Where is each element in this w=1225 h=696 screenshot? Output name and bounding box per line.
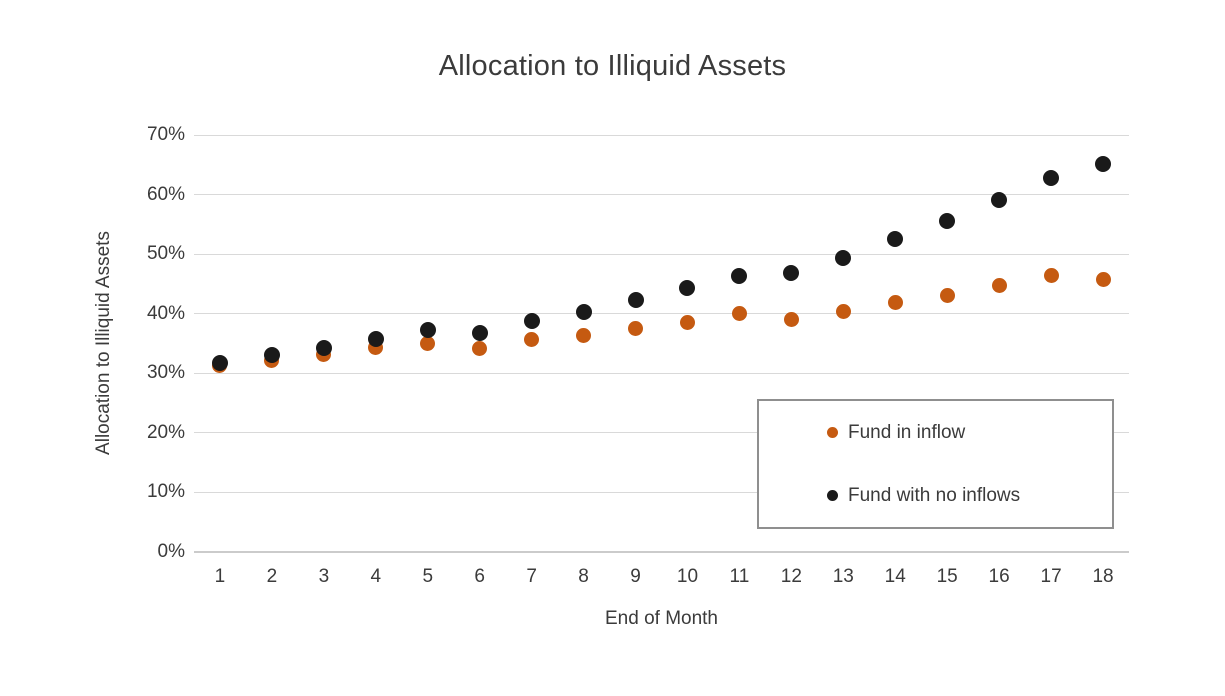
data-point-fund-with-no-inflows — [783, 265, 800, 282]
x-axis-line — [194, 551, 1129, 553]
data-point-fund-with-no-inflows — [835, 249, 852, 266]
data-point-fund-in-inflow — [939, 287, 955, 303]
data-point-fund-in-inflow — [991, 277, 1007, 293]
x-tick-label: 7 — [526, 566, 537, 587]
legend-label-fund-in-inflow: Fund in inflow — [848, 421, 966, 443]
x-tick-label: 1 — [214, 566, 226, 587]
data-point-fund-in-inflow — [731, 306, 747, 322]
x-axis-title: End of Month — [604, 608, 719, 629]
x-tick-label: 11 — [729, 566, 750, 587]
data-point-fund-with-no-inflows — [315, 339, 332, 356]
y-tick-label: 30% — [146, 362, 185, 384]
gridline — [194, 432, 1129, 434]
gridline — [194, 194, 1129, 196]
data-point-fund-with-no-inflows — [679, 279, 696, 296]
y-tick-label: 20% — [146, 421, 185, 443]
x-tick-label: 13 — [832, 566, 854, 587]
data-point-fund-with-no-inflows — [263, 346, 280, 363]
x-tick-label: 17 — [1040, 566, 1062, 587]
data-point-fund-in-inflow — [524, 332, 540, 348]
data-point-fund-with-no-inflows — [575, 303, 592, 320]
legend-label-fund-no-inflows: Fund with no inflows — [848, 484, 1021, 506]
y-tick-label: 70% — [146, 124, 185, 145]
data-point-fund-in-inflow — [679, 314, 695, 330]
data-point-fund-with-no-inflows — [367, 330, 384, 347]
data-point-fund-in-inflow — [887, 294, 903, 310]
legend-marker-black-icon — [827, 490, 838, 501]
data-point-fund-with-no-inflows — [991, 191, 1008, 208]
data-point-fund-with-no-inflows — [211, 354, 228, 371]
data-point-fund-in-inflow — [783, 311, 799, 327]
y-tick-label: 40% — [146, 302, 185, 324]
x-tick-label: 14 — [884, 566, 906, 587]
x-tick-label: 18 — [1092, 566, 1114, 587]
data-point-fund-in-inflow — [835, 304, 851, 320]
data-point-fund-with-no-inflows — [419, 321, 436, 338]
x-tick-label: 12 — [780, 566, 802, 587]
gridline — [194, 253, 1129, 255]
x-tick-label: 9 — [630, 566, 641, 587]
data-point-fund-with-no-inflows — [731, 268, 748, 285]
data-point-fund-in-inflow — [1043, 268, 1059, 284]
x-tick-label: 6 — [474, 566, 485, 587]
x-tick-label: 16 — [988, 566, 1010, 587]
x-tick-label: 10 — [676, 566, 699, 587]
legend-marker-orange-icon — [827, 427, 838, 438]
data-point-fund-in-inflow — [628, 320, 644, 336]
y-tick-label: 0% — [157, 541, 185, 562]
data-point-fund-in-inflow — [1095, 271, 1111, 287]
gridline — [194, 313, 1129, 315]
chart-title: Allocation to Illiquid Assets — [438, 50, 787, 82]
legend-item-fund-no-inflows: Fund with no inflows — [759, 464, 1112, 527]
gridline — [194, 372, 1129, 374]
x-tick-label: 3 — [318, 566, 330, 587]
data-point-fund-in-inflow — [420, 336, 436, 351]
x-tick-label: 8 — [578, 566, 589, 587]
data-point-fund-with-no-inflows — [939, 212, 956, 229]
data-point-fund-with-no-inflows — [523, 313, 540, 330]
data-point-fund-with-no-inflows — [627, 292, 644, 308]
legend-item-fund-in-inflow: Fund in inflow — [759, 401, 1112, 464]
y-tick-label: 10% — [146, 481, 185, 503]
y-tick-label: 60% — [146, 183, 185, 205]
data-point-fund-in-inflow — [472, 340, 488, 356]
gridline — [194, 491, 1129, 493]
legend: Fund in inflow Fund with no inflows — [757, 399, 1114, 529]
y-tick-label: 50% — [146, 243, 185, 265]
data-point-fund-with-no-inflows — [1043, 169, 1060, 186]
x-tick-label: 5 — [422, 566, 434, 587]
gridline — [194, 134, 1129, 136]
x-tick-label: 2 — [266, 566, 278, 587]
x-tick-label: 15 — [936, 566, 958, 587]
data-point-fund-in-inflow — [576, 327, 592, 343]
data-point-fund-with-no-inflows — [1095, 155, 1112, 172]
data-point-fund-with-no-inflows — [887, 231, 904, 248]
x-tick-label: 4 — [370, 566, 382, 587]
data-point-fund-with-no-inflows — [471, 324, 488, 341]
